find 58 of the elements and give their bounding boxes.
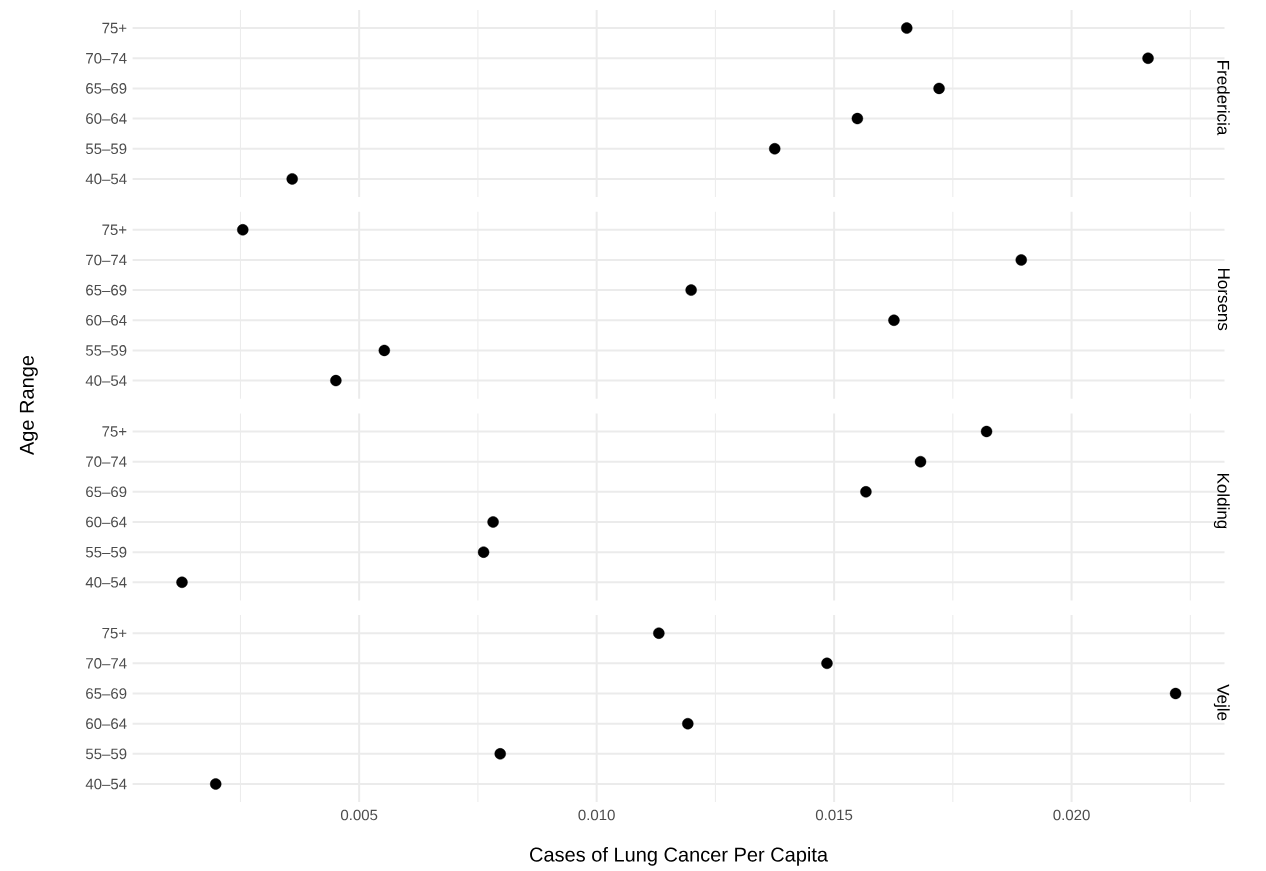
point: [821, 657, 833, 670]
point: [653, 627, 665, 639]
y-tick-label: 65–69: [86, 284, 127, 296]
point: [685, 284, 697, 296]
point: [933, 82, 945, 95]
y-tick-label: 55–59: [85, 546, 127, 558]
y-tick-label: 65–69: [86, 688, 127, 699]
y-axis-title: Age Range: [19, 355, 38, 456]
text: Fredericia: [1217, 61, 1230, 136]
point: [477, 546, 490, 558]
point: [901, 22, 913, 34]
text: Horsens: [1217, 268, 1230, 331]
y-tick-label: 70–74: [86, 52, 127, 64]
y-tick-label: 70–74: [86, 456, 127, 467]
text: Vejle: [1213, 684, 1230, 721]
y-tick-label: 60–64: [86, 718, 127, 729]
point: [980, 425, 993, 438]
text: Kolding: [1213, 473, 1230, 529]
point: [487, 516, 499, 528]
point: [176, 576, 188, 588]
point: [888, 314, 900, 326]
point: [851, 112, 864, 125]
point: [330, 374, 342, 387]
x-tick-label: 0.020: [1053, 809, 1090, 821]
point: [914, 455, 927, 468]
y-tick-label: 60–64: [86, 516, 127, 528]
point: [860, 486, 872, 498]
y-tick-label: 65–69: [86, 486, 127, 498]
y-tick-label: 40–54: [85, 778, 127, 790]
y-tick-label: 40–54: [85, 173, 127, 185]
y-tick-label: 55–59: [85, 748, 127, 760]
point: [378, 344, 391, 357]
point: [1015, 254, 1027, 266]
point: [210, 778, 222, 790]
y-tick-label: 40–54: [85, 375, 127, 386]
y-tick-label: 75+: [102, 627, 127, 639]
point: [769, 143, 781, 155]
point: [1142, 52, 1154, 64]
y-tick-label: 75+: [102, 224, 127, 236]
point: [494, 748, 506, 760]
y-tick-label: 55–59: [85, 143, 127, 155]
y-tick-label: 40–54: [85, 576, 127, 588]
y-tick-label: 70–74: [86, 254, 127, 266]
x-tick-label: 0.010: [578, 809, 615, 821]
point: [1169, 687, 1182, 700]
y-tick-label: 60–64: [86, 314, 127, 326]
x-axis-title: Cases of Lung Cancer Per Capita: [530, 847, 829, 866]
y-tick-label: 70–74: [86, 658, 127, 669]
y-tick-label: 75+: [102, 426, 127, 437]
y-tick-label: 65–69: [86, 83, 127, 94]
y-tick-label: 60–64: [86, 113, 127, 124]
point: [682, 717, 694, 730]
x-tick-label: 0.015: [815, 809, 853, 821]
point: [286, 173, 298, 185]
x-tick-label: 0.005: [340, 809, 378, 821]
y-tick-label: 55–59: [85, 345, 127, 356]
y-tick-label: 75+: [102, 22, 127, 34]
point: [237, 224, 249, 236]
